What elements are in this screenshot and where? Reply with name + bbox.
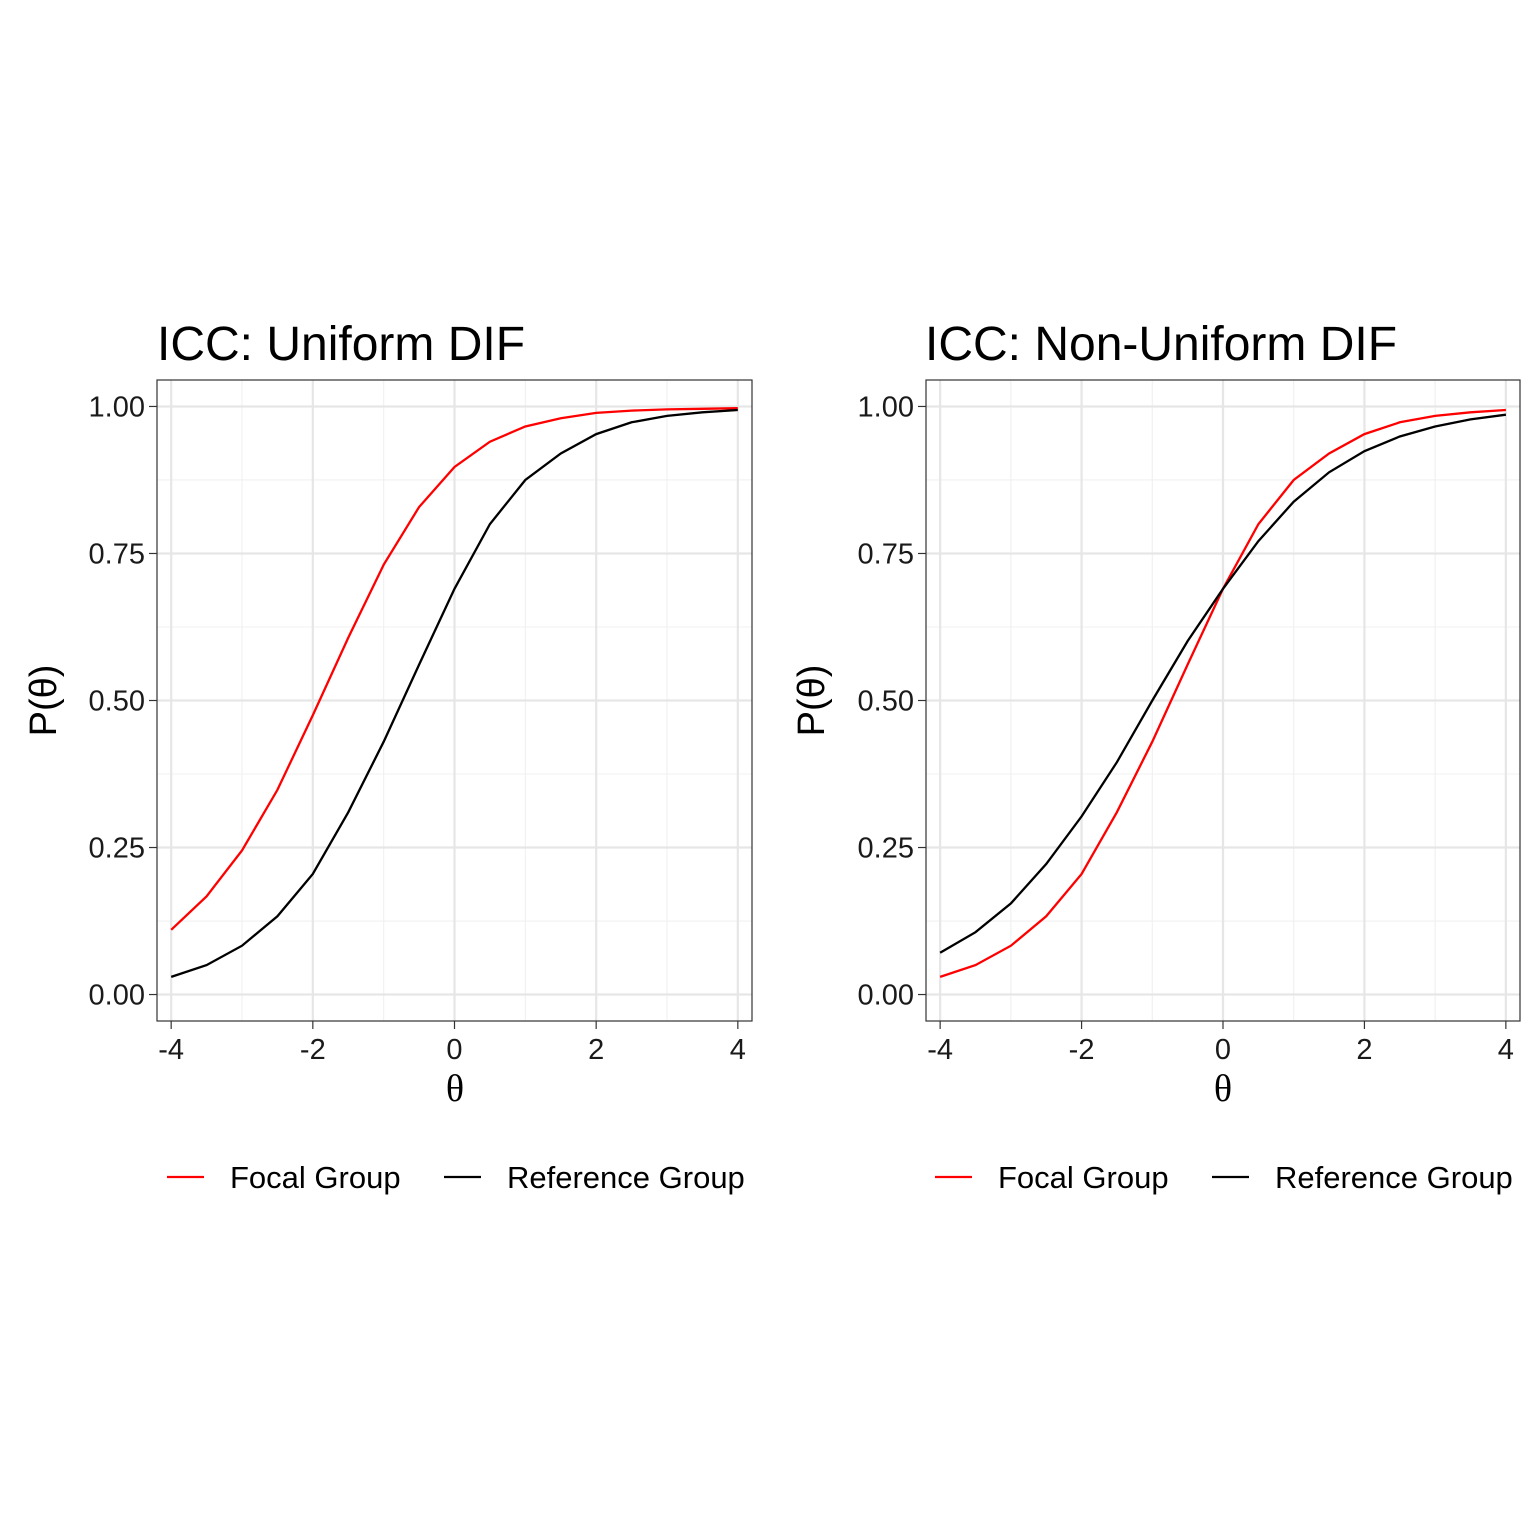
x-tick-label: -2 [1069, 1034, 1095, 1066]
curve-focal-group [170, 407, 738, 931]
y-tick-label: 0.50 [858, 686, 914, 718]
legend-label: Reference Group [1275, 1160, 1513, 1195]
y-tick-label: 0.50 [89, 686, 145, 718]
chart-panel-2: -4 -2 0 2 4 0.00 0.25 0.50 0.75 1.00 ICC: Non-Unif… [791, 318, 1521, 1195]
y-tick-label: 0.75 [858, 538, 914, 570]
y-tick-label: 0.25 [858, 833, 914, 865]
curve-reference-group [939, 413, 1507, 954]
y-axis-title: P(θ) [791, 665, 833, 737]
x-tick-label: 2 [1356, 1034, 1372, 1066]
legend: Focal Group Reference Group [167, 1160, 745, 1195]
y-tick-label: 1.00 [858, 391, 914, 423]
x-tick-label: -4 [158, 1034, 184, 1066]
x-tick-label: 0 [446, 1034, 462, 1066]
y-tick-label: 1.00 [89, 391, 145, 423]
x-tick-label: 4 [730, 1034, 746, 1066]
chart-title: ICC: Uniform DIF [157, 318, 525, 371]
x-tick-label: 0 [1215, 1034, 1231, 1066]
x-tick-label: -2 [300, 1034, 326, 1066]
y-tick-label: 0.00 [89, 980, 145, 1012]
x-axis-title: θ [1214, 1068, 1232, 1110]
y-tick-label: 0.00 [858, 980, 914, 1012]
x-tick-label: -4 [927, 1034, 953, 1066]
y-tick-label: 0.25 [89, 833, 145, 865]
chart-panel-1: -4 -2 0 2 4 0.00 0.25 0.50 0.75 1.00 ICC: Uniform … [23, 318, 753, 1195]
y-tick-label: 0.75 [89, 538, 145, 570]
x-axis-title: θ [446, 1068, 464, 1110]
x-tick-label: 2 [588, 1034, 604, 1066]
legend-label: Reference Group [507, 1160, 745, 1195]
legend-label: Focal Group [998, 1160, 1169, 1195]
curve-reference-group [170, 408, 738, 978]
chart-title: ICC: Non-Uniform DIF [925, 318, 1397, 371]
x-tick-label: 4 [1498, 1034, 1514, 1066]
legend-label: Focal Group [230, 1160, 401, 1195]
legend: Focal Group Reference Group [935, 1160, 1513, 1195]
y-axis-title: P(θ) [23, 665, 65, 737]
